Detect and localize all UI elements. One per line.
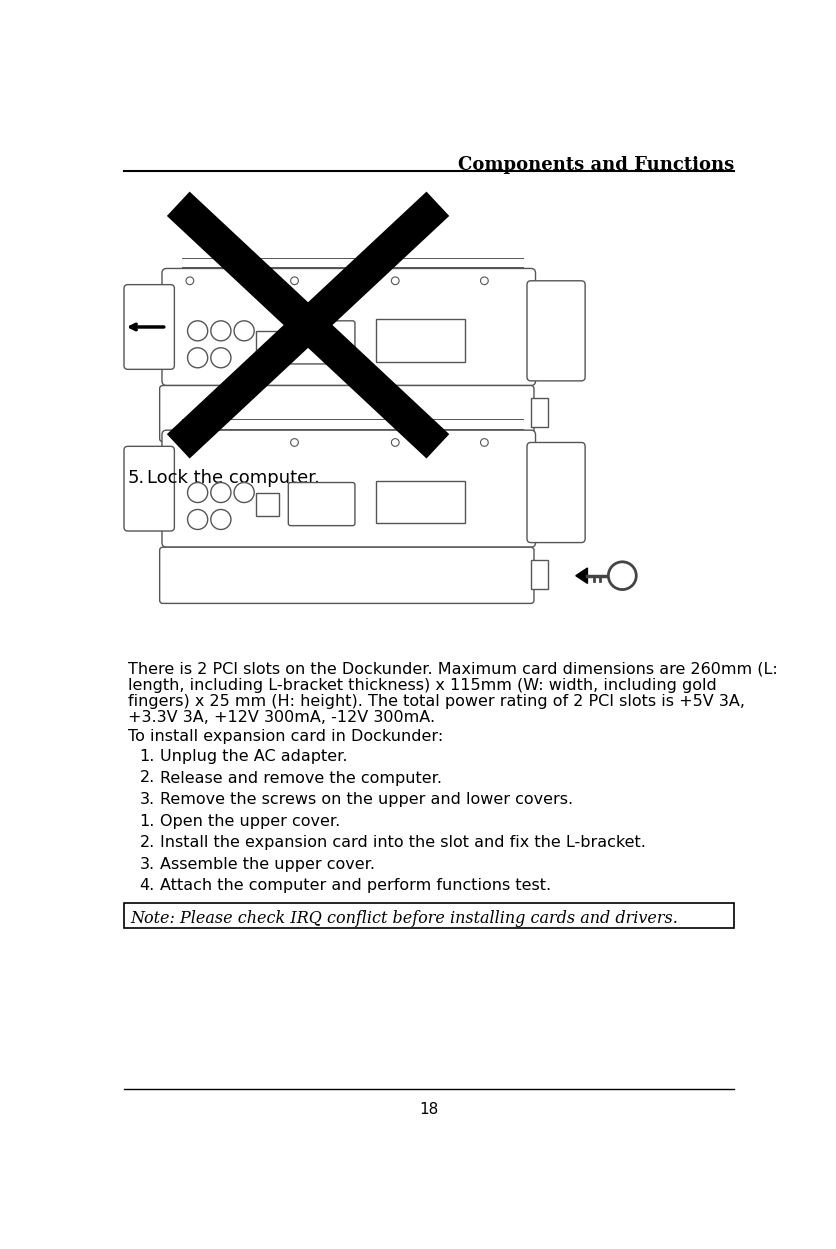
Bar bbox=[375, 481, 465, 523]
Text: Note: Please check IRQ conflict before installing cards and drivers.: Note: Please check IRQ conflict before i… bbox=[130, 909, 677, 927]
Polygon shape bbox=[575, 568, 587, 583]
Text: To install expansion card in Dockunder:: To install expansion card in Dockunder: bbox=[128, 729, 442, 744]
Circle shape bbox=[211, 510, 231, 530]
Circle shape bbox=[391, 438, 399, 446]
Text: length, including L-bracket thickness) x 115mm (W: width, including gold: length, including L-bracket thickness) x… bbox=[128, 678, 716, 693]
Text: fingers) x 25 mm (H: height). The total power rating of 2 PCI slots is +5V 3A,: fingers) x 25 mm (H: height). The total … bbox=[128, 694, 744, 709]
Text: Attach the computer and perform functions test.: Attach the computer and perform function… bbox=[161, 878, 551, 893]
Circle shape bbox=[187, 510, 207, 530]
Text: Release and remove the computer.: Release and remove the computer. bbox=[161, 771, 442, 786]
Circle shape bbox=[211, 482, 231, 502]
Text: 1.: 1. bbox=[140, 749, 155, 764]
FancyBboxPatch shape bbox=[124, 285, 174, 370]
Bar bbox=[530, 560, 548, 588]
Text: 5.: 5. bbox=[128, 470, 145, 487]
Text: Assemble the upper cover.: Assemble the upper cover. bbox=[161, 857, 375, 872]
Text: 2.: 2. bbox=[140, 771, 155, 786]
Circle shape bbox=[608, 562, 635, 590]
FancyBboxPatch shape bbox=[288, 321, 354, 363]
Circle shape bbox=[290, 438, 298, 446]
Bar bbox=[124, 903, 733, 928]
Circle shape bbox=[187, 482, 207, 502]
Circle shape bbox=[186, 277, 193, 285]
Text: 2.: 2. bbox=[140, 836, 155, 851]
Text: 18: 18 bbox=[419, 1103, 438, 1118]
Text: 1.: 1. bbox=[140, 813, 155, 828]
Text: There is 2 PCI slots on the Dockunder. Maximum card dimensions are 260mm (L:: There is 2 PCI slots on the Dockunder. M… bbox=[128, 662, 777, 677]
Text: Components and Functions: Components and Functions bbox=[457, 156, 733, 174]
FancyBboxPatch shape bbox=[162, 430, 535, 547]
Text: Unplug the AC adapter.: Unplug the AC adapter. bbox=[161, 749, 348, 764]
Circle shape bbox=[391, 277, 399, 285]
Bar bbox=[530, 398, 548, 427]
Circle shape bbox=[290, 277, 298, 285]
Circle shape bbox=[234, 321, 254, 341]
FancyBboxPatch shape bbox=[160, 386, 533, 442]
Circle shape bbox=[234, 482, 254, 502]
Circle shape bbox=[480, 438, 487, 446]
Text: Open the upper cover.: Open the upper cover. bbox=[161, 813, 340, 828]
Circle shape bbox=[480, 277, 487, 285]
Text: Remove the screws on the upper and lower covers.: Remove the screws on the upper and lower… bbox=[161, 792, 573, 807]
Circle shape bbox=[211, 347, 231, 367]
Text: +3.3V 3A, +12V 300mA, -12V 300mA.: +3.3V 3A, +12V 300mA, -12V 300mA. bbox=[128, 711, 435, 726]
Circle shape bbox=[187, 347, 207, 367]
Circle shape bbox=[211, 321, 231, 341]
Bar bbox=[256, 492, 278, 516]
Text: 3.: 3. bbox=[140, 857, 155, 872]
Text: 4.: 4. bbox=[140, 878, 155, 893]
FancyBboxPatch shape bbox=[162, 269, 535, 386]
Bar bbox=[256, 331, 278, 353]
FancyBboxPatch shape bbox=[527, 281, 584, 381]
Text: Lock the computer.: Lock the computer. bbox=[147, 470, 319, 487]
Text: 3.: 3. bbox=[140, 792, 155, 807]
FancyBboxPatch shape bbox=[527, 442, 584, 542]
Bar bbox=[375, 320, 465, 362]
Circle shape bbox=[186, 438, 193, 446]
Circle shape bbox=[187, 321, 207, 341]
FancyBboxPatch shape bbox=[124, 446, 174, 531]
Text: Install the expansion card into the slot and fix the L-bracket.: Install the expansion card into the slot… bbox=[161, 836, 645, 851]
FancyBboxPatch shape bbox=[160, 547, 533, 603]
FancyBboxPatch shape bbox=[288, 482, 354, 526]
